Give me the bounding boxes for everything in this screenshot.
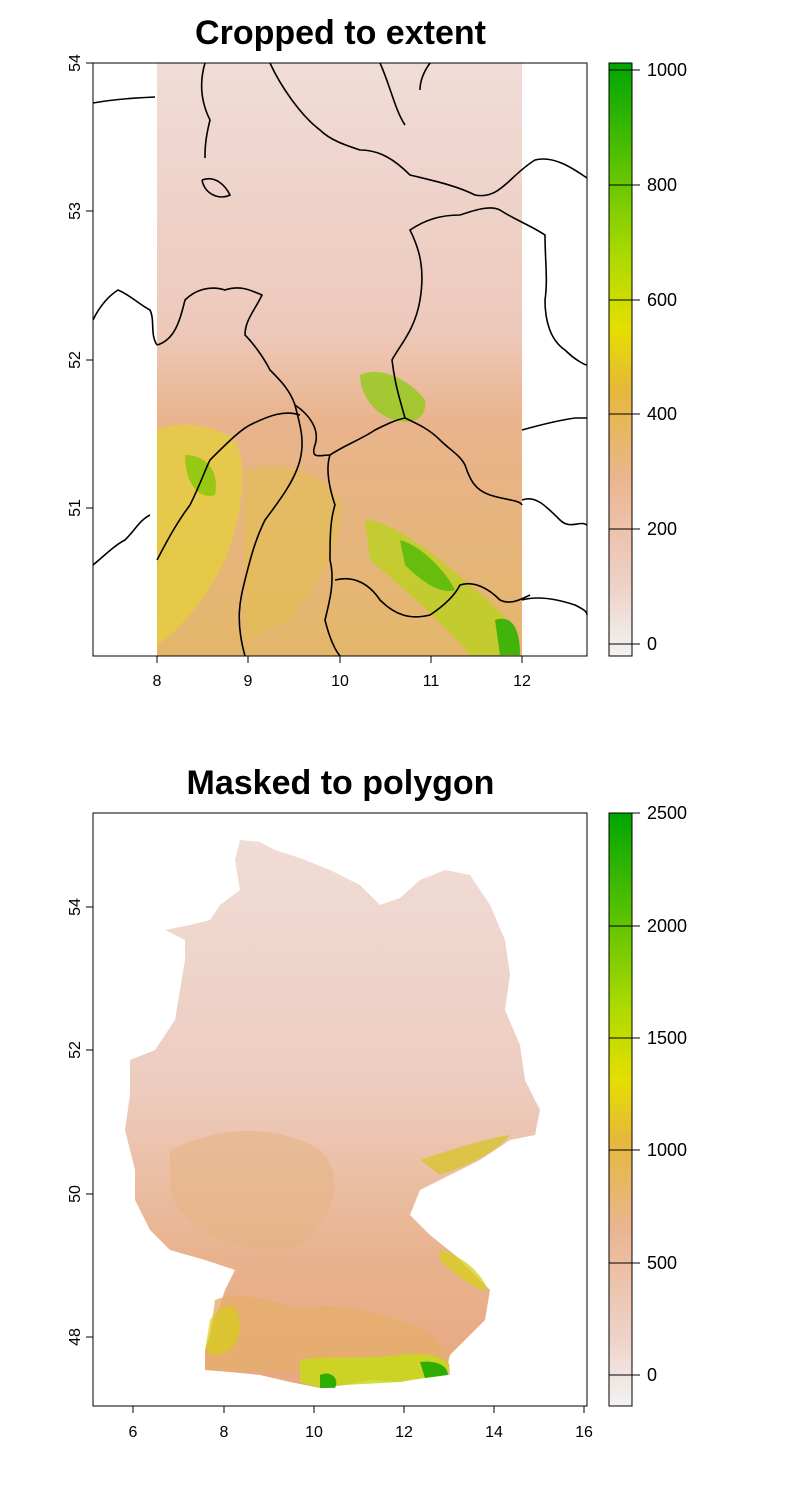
highland-west: [157, 424, 243, 645]
y-tick-label: 50: [67, 1185, 84, 1203]
x-tick-label: 12: [513, 673, 531, 690]
legend-tick-label: 800: [647, 175, 677, 195]
highland-black-forest: [205, 1306, 240, 1355]
y-tick-label: 52: [67, 1041, 84, 1059]
legend-tick-label: 2000: [647, 916, 687, 936]
map-masked: 6 8 10 12 14 16 48 50 52 54: [67, 803, 687, 1441]
x-tick-label: 12: [395, 1424, 413, 1441]
highland-bavarian-forest: [440, 1250, 488, 1290]
x-tick-label: 10: [305, 1424, 323, 1441]
x-tick-label: 14: [485, 1424, 503, 1441]
highland-south-peak: [495, 618, 520, 655]
state-boundaries-cropped: [92, 62, 588, 657]
legend-tick-label: 1000: [647, 60, 687, 80]
color-legend-cropped: [608, 62, 633, 657]
x-tick-label: 8: [220, 1424, 229, 1441]
map-cropped: 8 9 10 11 12 51 52 53 54: [67, 54, 687, 690]
y-tick-label: 54: [67, 54, 84, 72]
highland-south-germany: [205, 1295, 450, 1375]
y-tick-label: 51: [67, 499, 84, 517]
y-tick-label: 54: [67, 898, 84, 916]
legend-tick-label: 500: [647, 1253, 677, 1273]
highland-east-border: [420, 1135, 510, 1175]
y-tick-label: 52: [67, 351, 84, 369]
legend-tick-label: 1500: [647, 1028, 687, 1048]
map-title-masked: Masked to polygon: [186, 764, 495, 802]
legend-tick-label: 400: [647, 404, 677, 424]
x-tick-label: 11: [423, 673, 440, 690]
highland-central: [245, 466, 341, 640]
legend-tick-label: 2500: [647, 803, 687, 823]
y-tick-label: 53: [67, 202, 84, 220]
highland-thuringia-peak: [400, 540, 455, 591]
highland-central-germany: [170, 1131, 335, 1251]
x-tick-label: 6: [129, 1424, 138, 1441]
x-tick-label: 10: [331, 673, 349, 690]
x-tick-label: 9: [244, 673, 253, 690]
x-tick-label: 16: [575, 1424, 593, 1441]
color-legend-masked: [608, 812, 633, 1407]
plot-frame-masked: [92, 812, 588, 1407]
y-tick-label: 48: [67, 1328, 84, 1346]
highland-alps: [300, 1353, 450, 1388]
x-tick-label: 8: [153, 673, 162, 690]
legend-tick-label: 0: [647, 1365, 657, 1385]
highland-harz: [360, 371, 426, 422]
legend-tick-label: 1000: [647, 1140, 687, 1160]
legend-tick-label: 200: [647, 519, 677, 539]
map-title-cropped: Cropped to extent: [195, 14, 486, 52]
germany-elevation-raster: [125, 840, 540, 1388]
legend-tick-label: 600: [647, 290, 677, 310]
legend-tick-label: 0: [647, 634, 657, 654]
alps-peaks: [320, 1361, 448, 1388]
